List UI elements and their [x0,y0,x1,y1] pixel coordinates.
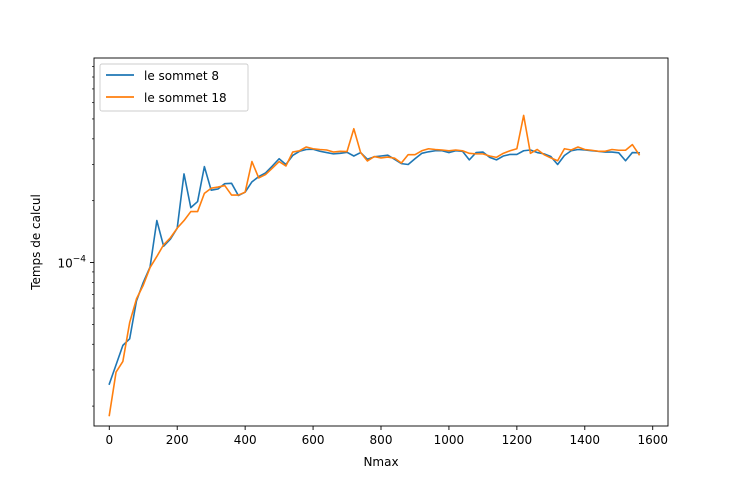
x-axis-label: Nmax [363,455,398,469]
y-axis-label: Temps de calcul [29,194,43,291]
y-axis: 10−4 [57,66,94,407]
y-tick-label: 10−4 [57,255,86,271]
x-tick-label: 1600 [637,433,668,447]
x-tick-label: 200 [166,433,189,447]
x-tick-label: 0 [105,433,113,447]
x-tick-label: 400 [234,433,257,447]
x-tick-label: 1000 [434,433,465,447]
x-tick-label: 1200 [502,433,533,447]
series-layer [108,114,641,417]
x-tick-label: 800 [370,433,393,447]
legend-label-le-sommet-8: le sommet 8 [144,69,219,83]
x-tick-label: 1400 [570,433,601,447]
series-line-1 [108,114,641,417]
x-tick-label: 600 [302,433,325,447]
legend: le sommet 8 le sommet 18 [99,63,249,112]
x-axis: 0 200 400 600 800 1000 1200 1400 1600 [105,426,668,447]
legend-box [99,63,249,112]
legend-label-le-sommet-18: le sommet 18 [144,91,227,105]
